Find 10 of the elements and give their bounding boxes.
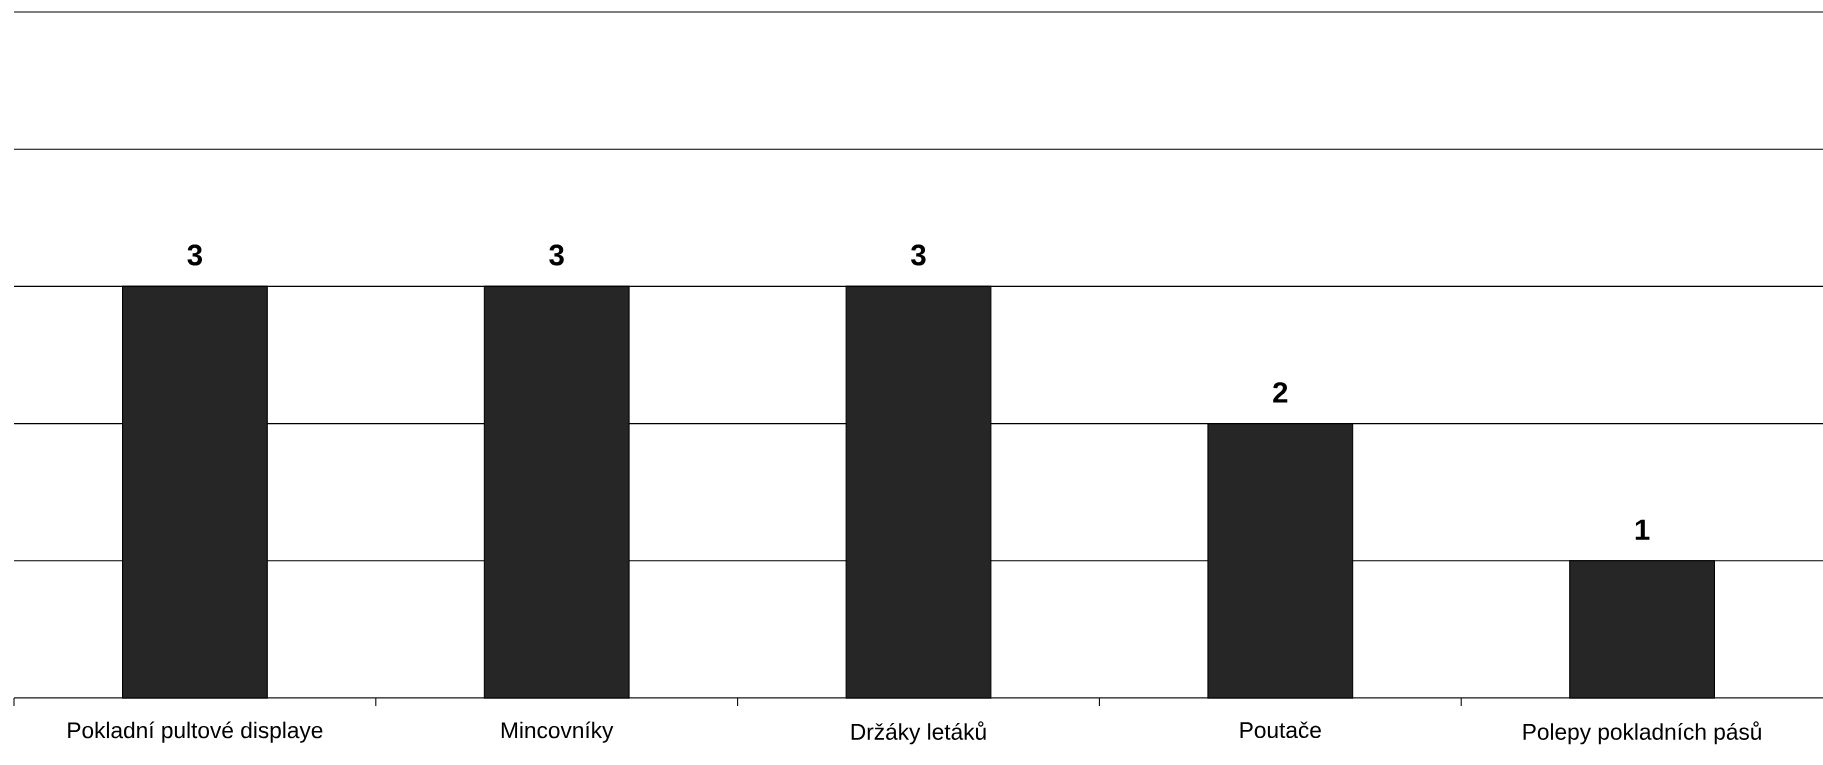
- data-label: 3: [549, 244, 564, 266]
- data-label: 3: [911, 244, 926, 266]
- data-label: 1: [1635, 519, 1650, 540]
- x-tick-label: Poutače: [1240, 721, 1321, 739]
- x-tick-label: Mincovníky: [501, 721, 614, 743]
- x-tick-label: Polepy pokladních pásů: [1523, 721, 1761, 745]
- data-label: 3: [187, 244, 203, 266]
- data-label: 2: [1273, 382, 1288, 403]
- x-tick-label: Držáky letáků: [851, 721, 986, 745]
- x-tick-label: Pokladní pultové displaye: [68, 721, 323, 743]
